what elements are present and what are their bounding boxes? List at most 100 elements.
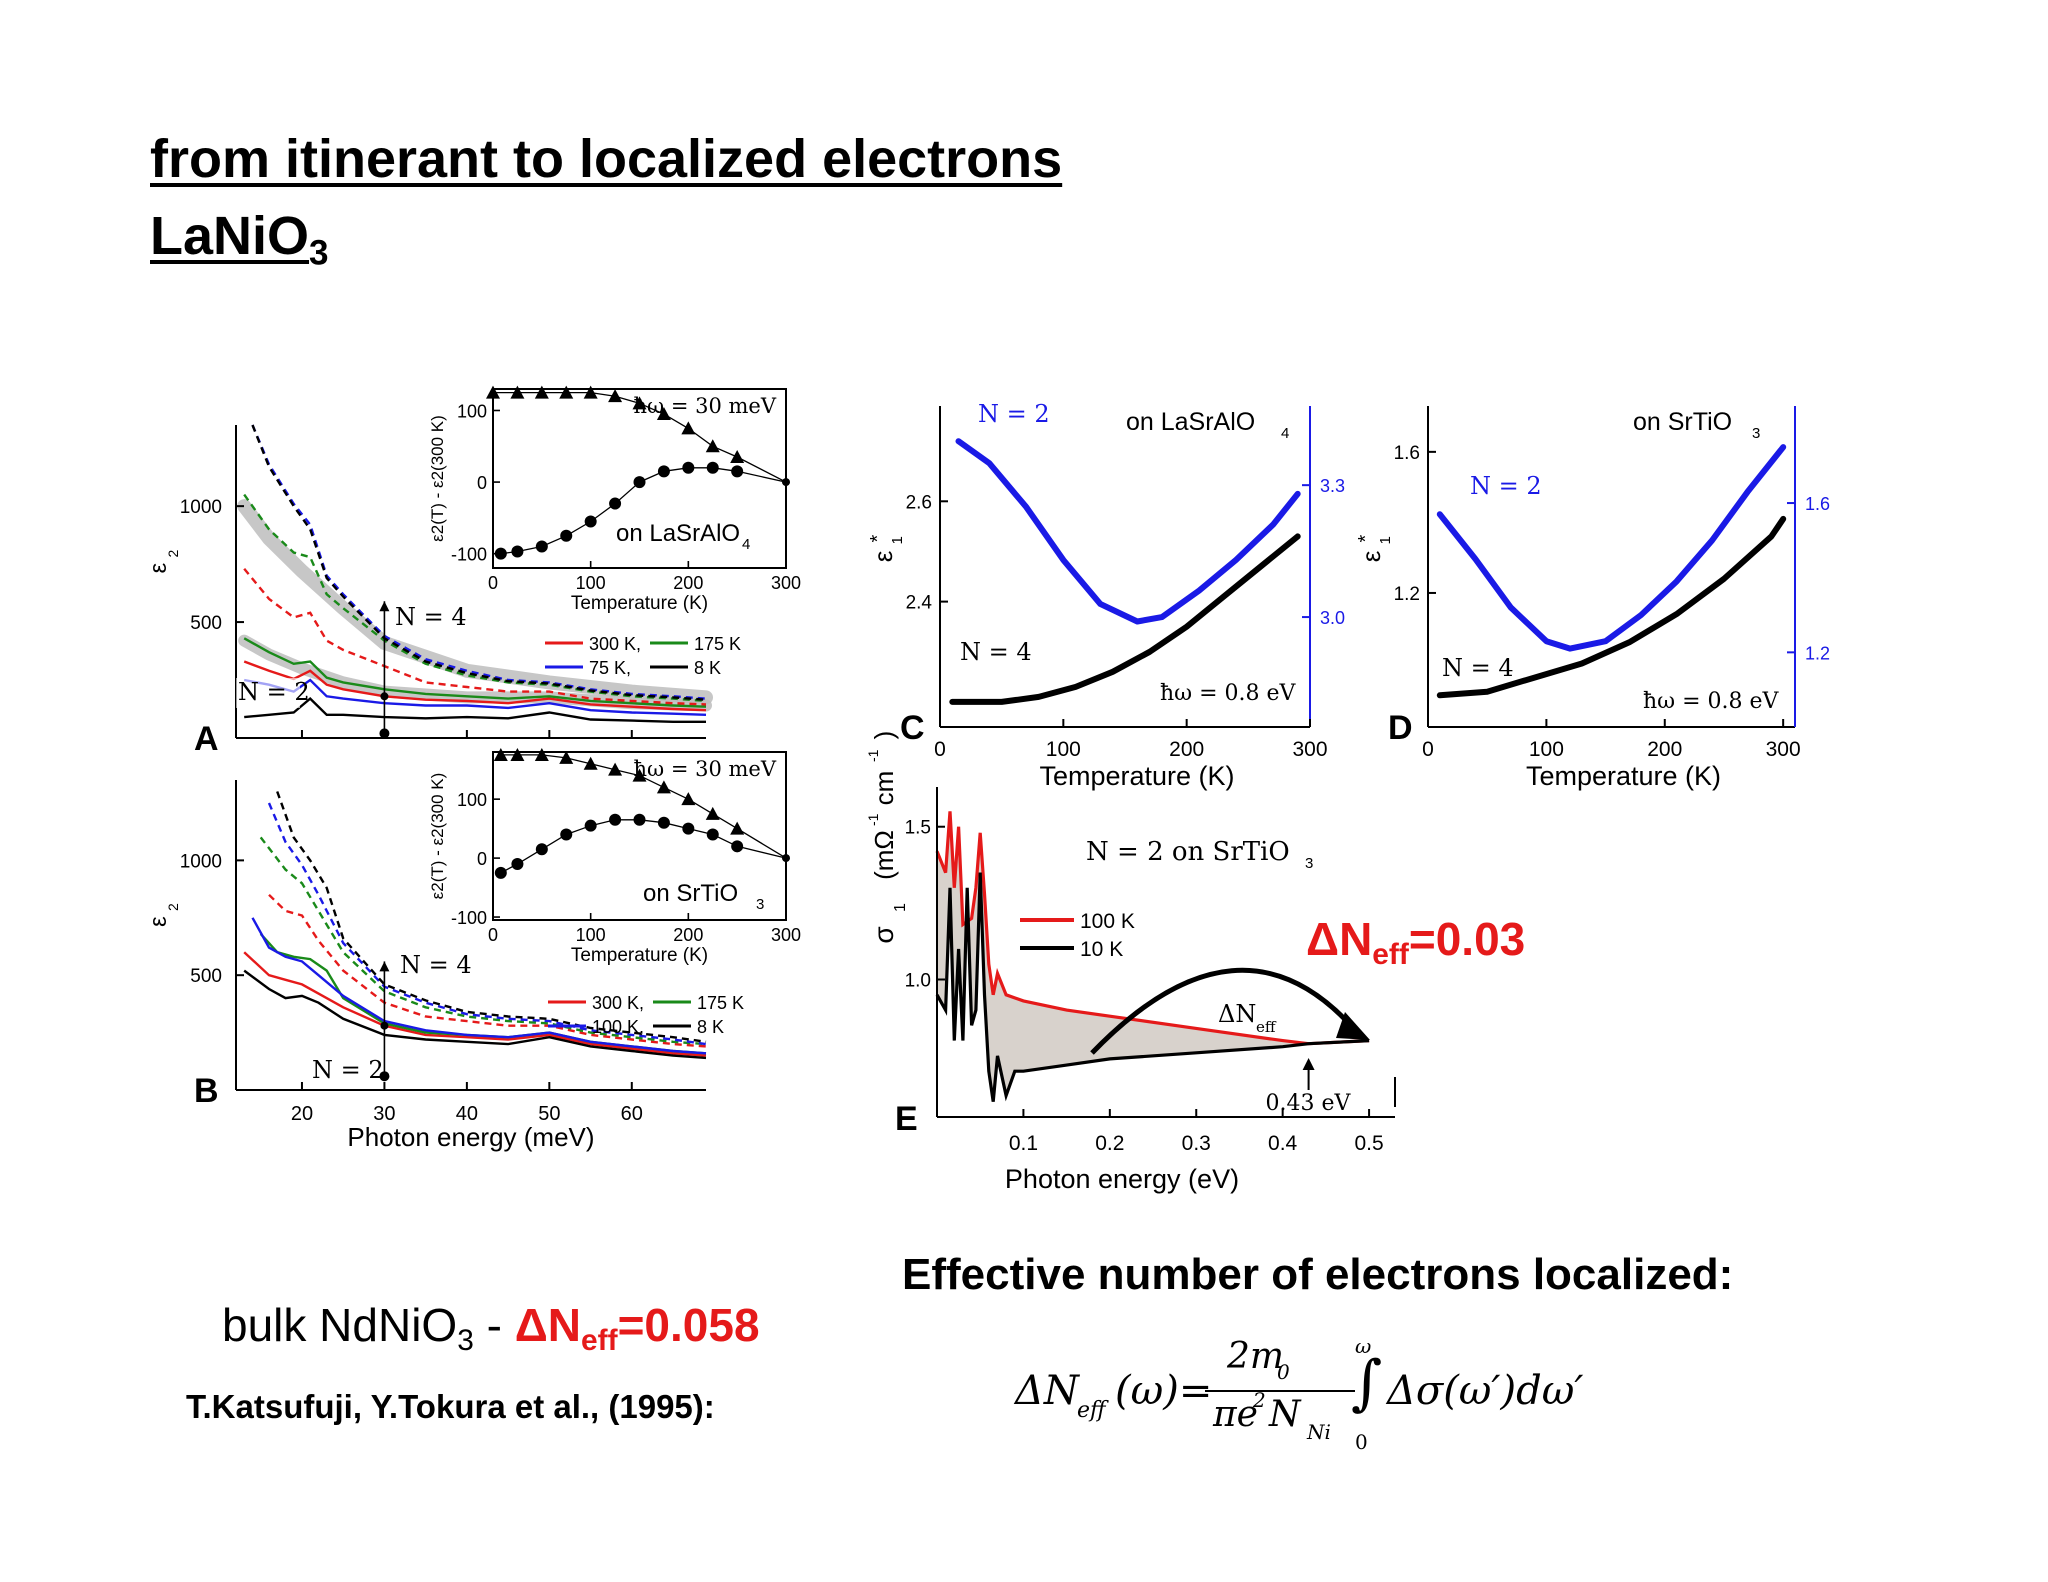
inset-A-circle-point: [494, 547, 507, 560]
inset-B-ylabel: ε2(T) - ε2(300 K): [428, 773, 447, 900]
panel-E-legend-label-0: 100 K: [1080, 910, 1135, 933]
panel-E-043-arrowhead: [1302, 1058, 1315, 1070]
inset-A-circle-point: [584, 515, 597, 528]
panel-C-n2-label: N = 2: [978, 400, 1050, 428]
panel-A-legend-label-2: 75 K,: [589, 658, 631, 678]
panel-E-xtick-label: 0.1: [1009, 1132, 1038, 1155]
inset-A-substrate-sub: 4: [742, 536, 750, 553]
panel-C-energy-label: ħω = 0.8 eV: [1160, 681, 1297, 706]
inset-B-triangle-point: [559, 750, 574, 764]
inset-A-circle-point: [706, 461, 719, 474]
panel-D-xtick-label: 200: [1647, 738, 1682, 761]
inset-B-ytick-label: 0: [477, 849, 487, 869]
panel-C-y2tick-label: 3.3: [1320, 476, 1345, 496]
panel-C-n2-curve: [955, 438, 1301, 625]
inset-B-circle-point: [494, 866, 507, 879]
panel-E-100k-curve: [935, 811, 1370, 1046]
inset-B-circle-point: [633, 813, 646, 826]
panel-E-legend-label-1: 10 K: [1080, 938, 1123, 961]
panel-D-substrate-sub: 3: [1752, 425, 1760, 442]
inset-A-circle-point: [731, 465, 744, 478]
panel-E-title: N = 2 on SrTiO: [1086, 837, 1290, 867]
inset-B-circle-point: [535, 843, 548, 856]
panel-E-ylabel-exp2: -1: [865, 749, 881, 762]
panel-C-xtick-label: 200: [1169, 738, 1204, 761]
panel-B-legend-label-3: 8 K: [697, 1017, 724, 1037]
inset-A-triangle-point: [681, 421, 696, 435]
panel-D-n4-curve: [1436, 515, 1787, 699]
panel-C-y2tick-label: 3.0: [1320, 608, 1345, 628]
inset-A-ytick-label: 100: [457, 401, 487, 421]
panel-E-area-fill: [937, 811, 1370, 1102]
panel-B-marker-circle: [380, 1021, 389, 1030]
inset-A-xlabel: Temperature (K): [571, 593, 708, 614]
panel-C-n4-curve: [949, 533, 1301, 705]
panel-B-xtick-label: 60: [621, 1103, 643, 1125]
inset-B-triangle-point: [656, 780, 671, 794]
panel-E-ylabel-unit3: ): [869, 731, 899, 740]
panel-A-ylabel: ε: [145, 563, 172, 574]
inset-B-xtick-label: 200: [673, 925, 703, 945]
panel-B-xtick-label: 20: [291, 1103, 313, 1125]
panel-A-legend-label-1: 175 K: [694, 634, 741, 654]
panel-A-series-1: [243, 637, 707, 708]
inset-A-triangle-point: [559, 385, 574, 399]
panel-A-n2-label-top: N = 2: [238, 678, 310, 706]
inset-A-triangle-point: [486, 385, 500, 399]
panel-B-series-3: [243, 969, 707, 1060]
inset-A-triangle-point: [730, 450, 745, 464]
panel-A-ytick-label: 500: [190, 613, 222, 634]
panel-B-marker-circle: [379, 1071, 390, 1082]
panel-E-043-label: 0.43 eV: [1266, 1091, 1352, 1116]
panel-B-n2-label: N = 2: [312, 1056, 384, 1084]
panel-B-series-0: [243, 951, 707, 1057]
panel-C-xlabel: Temperature (K): [1039, 761, 1234, 791]
panel-A-n2-bg: [236, 678, 300, 708]
panel-D-energy-label: ħω = 0.8 eV: [1643, 689, 1780, 714]
inset-B-xlabel: Temperature (K): [571, 945, 708, 966]
inset-A-ytick-label: -100: [451, 545, 487, 565]
panel-B-ylabel-sub: 2: [165, 903, 181, 911]
panel-D-ytick-label: 1.2: [1394, 584, 1420, 605]
panel-E-ylabel-exp1: -1: [865, 813, 881, 826]
panel-B-series-6: [267, 802, 707, 1046]
inset-A-xtick-label: 200: [673, 573, 703, 593]
inset-A-xtick-label: 100: [576, 573, 606, 593]
panel-D-y2tick-label: 1.6: [1805, 494, 1830, 514]
panel-A-ylabel-sub: 2: [165, 550, 181, 558]
panel-D-substrate-label: on SrTiO: [1633, 408, 1732, 436]
panel-D-ytick-label: 1.6: [1394, 443, 1420, 464]
inset-B-triangle-point: [681, 792, 696, 806]
panel-B-letter: B: [194, 1072, 219, 1110]
panel-B-series-2: [251, 917, 707, 1055]
panel-B-ytick-label: 1000: [180, 851, 222, 872]
panel-B-xtick-label: 50: [538, 1103, 560, 1125]
inset-A-triangle-point: [632, 396, 647, 410]
panel-A-series-5: [243, 493, 707, 703]
inset-B-circle-point: [560, 828, 573, 841]
panel-C-xtick-label: 300: [1292, 738, 1327, 761]
panel-A-legend-label-3: 8 K: [694, 658, 721, 678]
panel-B-xtick-label: 30: [373, 1103, 395, 1125]
panel-D-xtick-label: 0: [1422, 738, 1434, 761]
panel-C-ylabel: ε: [868, 550, 898, 562]
panel-B-legend-label-2: 100 K,: [592, 1017, 644, 1037]
panel-A-marker-circle: [379, 728, 390, 739]
inset-A-triangle-point: [656, 407, 671, 421]
panel-E-xtick-label: 0.5: [1354, 1132, 1383, 1155]
inset-B-triangle-point: [632, 768, 647, 782]
panel-A-letter: A: [194, 720, 219, 758]
inset-A-energy-label: ħω = 30 meV: [634, 394, 777, 418]
effective-number-heading: Effective number of electrons localized:: [902, 1250, 1734, 1299]
panel-E-ytick-label: 1.5: [905, 818, 931, 839]
panel-D-xtick-label: 100: [1529, 738, 1564, 761]
panel-A-legend-label-0: 300 K,: [589, 634, 641, 654]
inset-B-triangle-point: [705, 806, 720, 820]
inset-B-xtick-label: 300: [771, 925, 801, 945]
panel-E-xtick-label: 0.3: [1182, 1132, 1211, 1155]
panel-E-dneff-label: ΔN: [1218, 1000, 1256, 1028]
inset-B-triangle-point: [583, 756, 598, 770]
inset-A-xtick-label: 0: [488, 573, 498, 593]
inset-B-ytick-label: 100: [457, 790, 487, 810]
inset-B-triangle-point: [534, 747, 549, 761]
